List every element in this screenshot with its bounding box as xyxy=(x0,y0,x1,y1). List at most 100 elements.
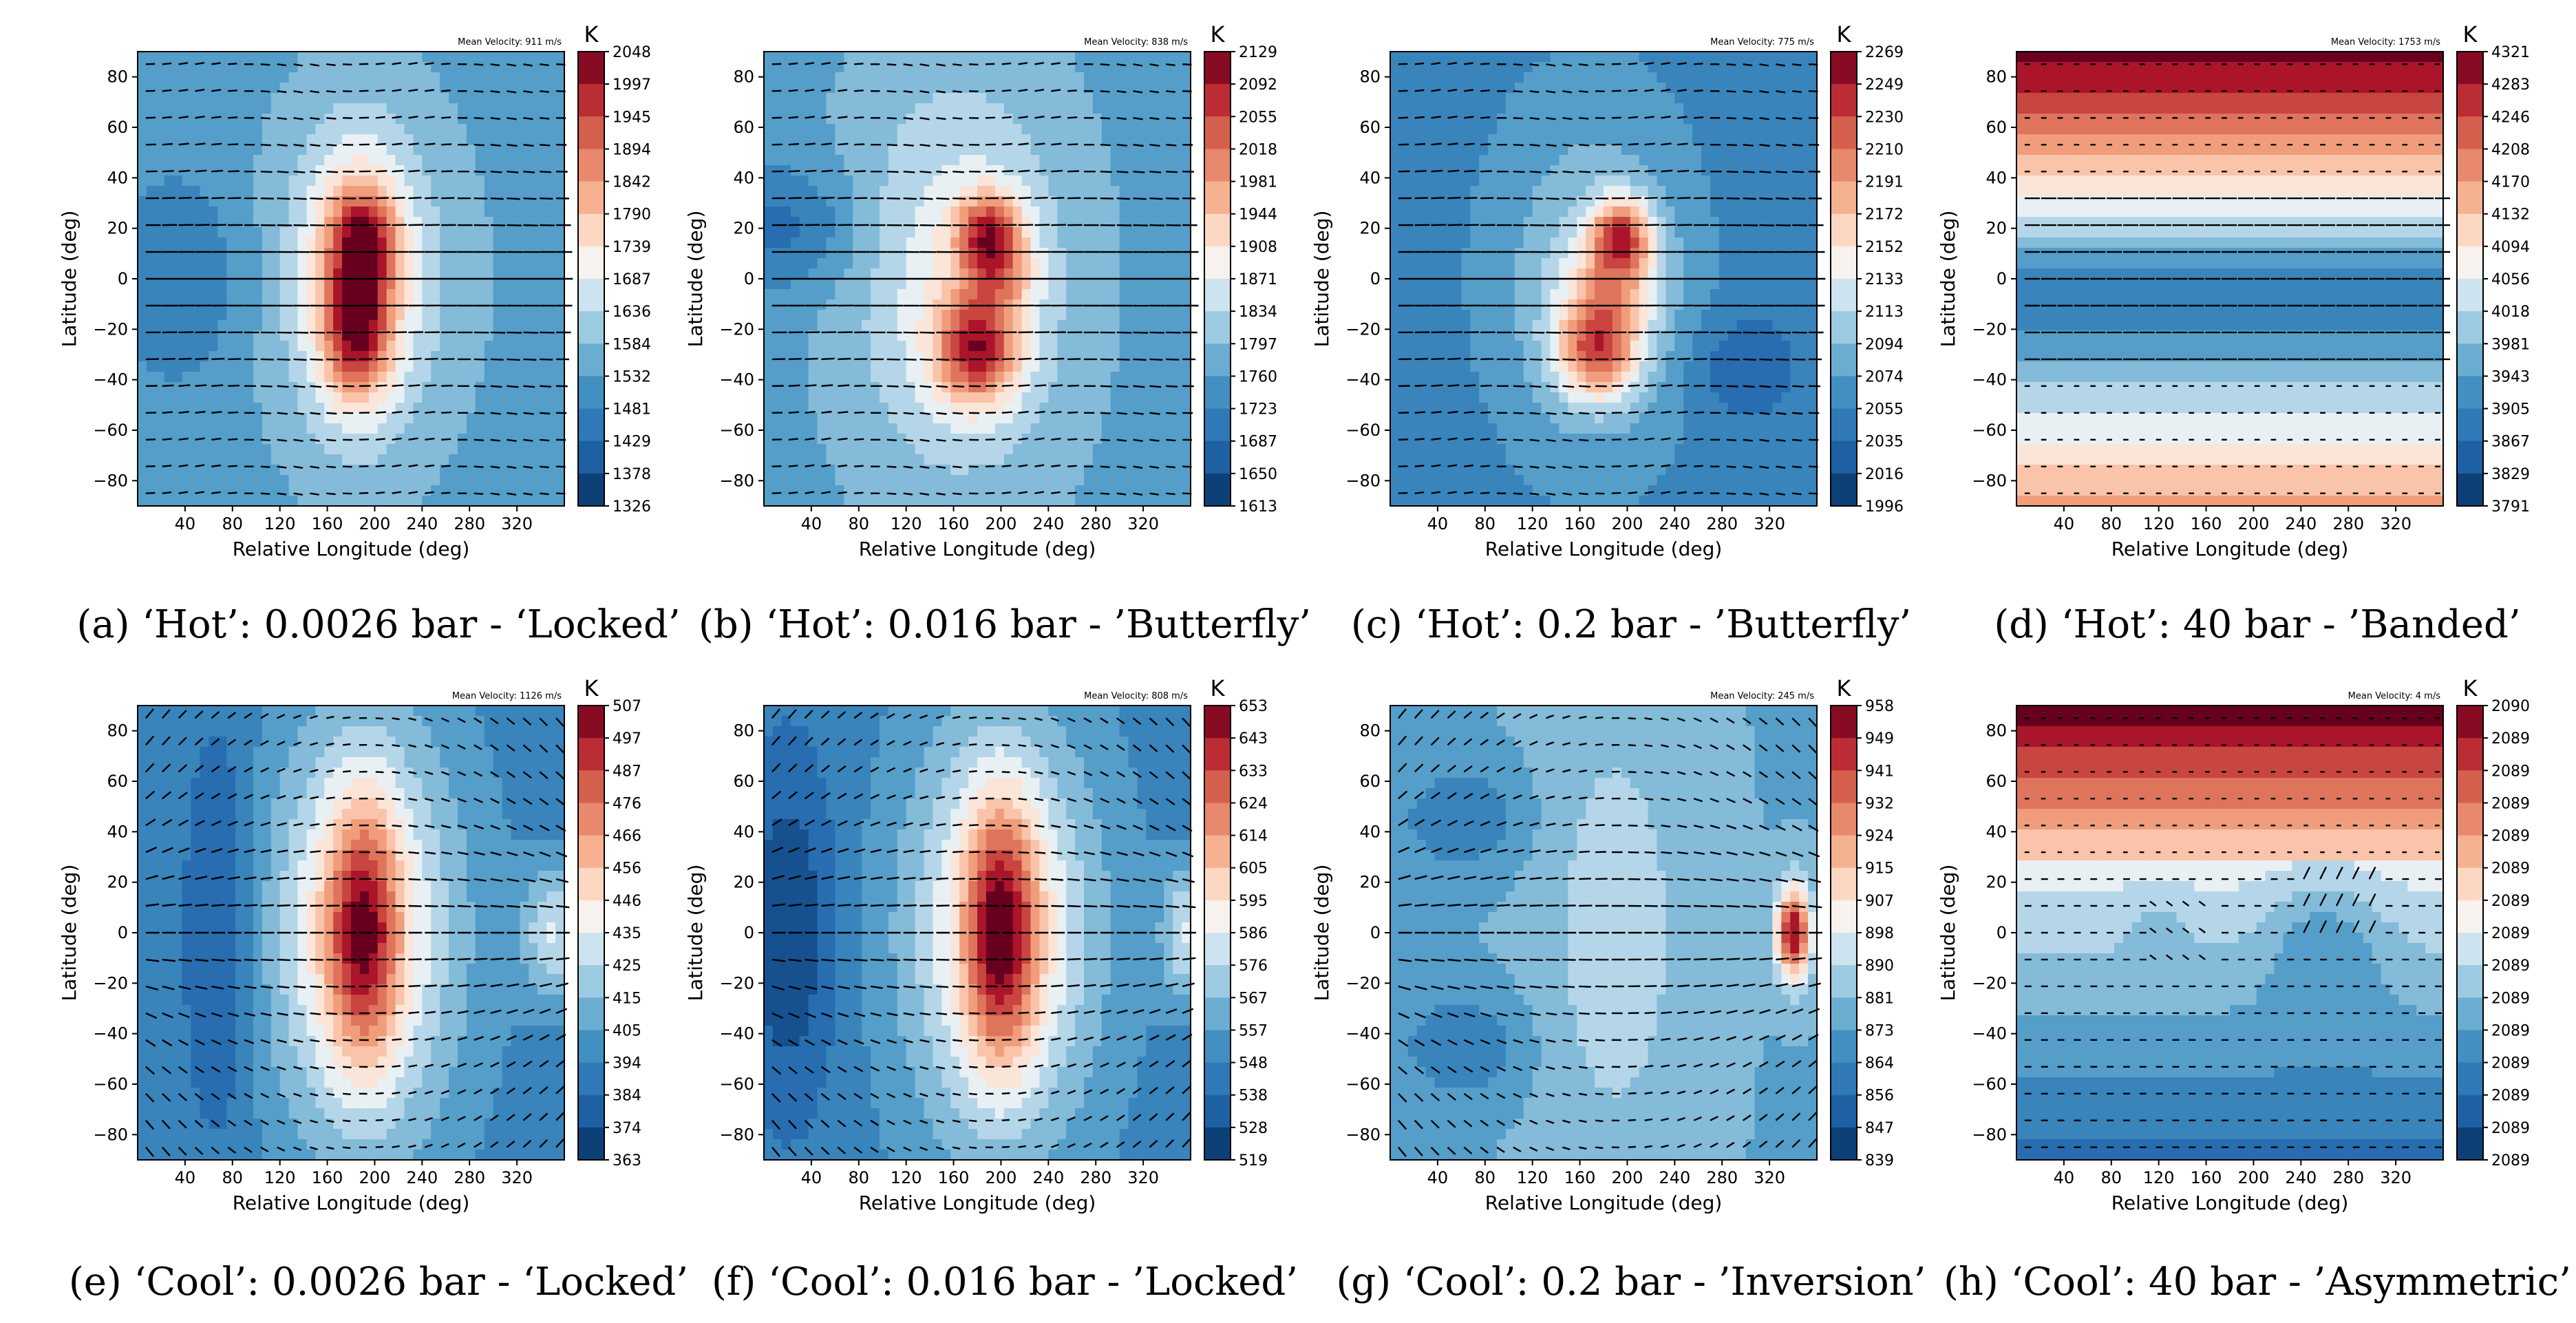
heat-cell xyxy=(520,382,529,393)
heat-cell xyxy=(772,351,783,362)
heat-cell xyxy=(1012,93,1023,104)
heat-cell xyxy=(306,155,316,166)
heat-cell xyxy=(1128,444,1138,455)
heat-cell xyxy=(1182,155,1191,166)
heat-cell xyxy=(182,279,192,290)
heat-cell xyxy=(844,237,853,248)
heat-cell xyxy=(1003,72,1014,83)
heat-cell xyxy=(1173,320,1182,331)
wind-arrow xyxy=(886,438,897,441)
heat-cell xyxy=(915,62,925,73)
heat-cell xyxy=(1048,320,1058,331)
heat-cell xyxy=(466,93,476,104)
heat-cell xyxy=(1164,434,1173,445)
heat-cell xyxy=(209,361,218,372)
heat-cell xyxy=(217,196,227,207)
heat-cell xyxy=(879,83,889,94)
heat-cell xyxy=(764,227,774,238)
heat-cell xyxy=(217,289,227,300)
heat-cell xyxy=(395,145,405,156)
heat-cell xyxy=(182,382,192,393)
heat-cell xyxy=(1146,475,1156,486)
heat-cell xyxy=(324,124,334,135)
heat-cell xyxy=(449,403,458,414)
wind-arrow xyxy=(788,411,799,414)
heat-cell xyxy=(977,465,987,476)
heat-cell xyxy=(449,413,458,424)
heat-cell xyxy=(844,423,853,434)
heat-cell xyxy=(449,83,458,94)
heat-cell xyxy=(1039,268,1049,279)
heat-cell xyxy=(959,93,969,104)
heat-cell xyxy=(853,155,862,166)
heat-cell xyxy=(386,289,396,300)
heat-cell xyxy=(915,176,925,187)
wind-vectors xyxy=(145,62,573,496)
y-tick-label: 20 xyxy=(107,219,128,238)
heat-cell xyxy=(772,114,783,125)
heat-cell xyxy=(377,413,387,424)
heat-cell xyxy=(164,134,174,145)
heat-cell xyxy=(342,93,352,104)
heat-cell xyxy=(888,454,898,465)
heat-cell xyxy=(235,145,245,156)
heat-cell xyxy=(297,403,308,414)
heat-cell xyxy=(1075,248,1085,259)
heat-cell xyxy=(764,83,774,94)
heat-cell xyxy=(977,434,987,445)
heat-cell xyxy=(191,124,201,135)
heat-cell xyxy=(1012,320,1023,331)
wind-arrow xyxy=(1034,437,1045,441)
heat-cell xyxy=(1092,351,1103,362)
heat-cell xyxy=(475,237,485,248)
heat-cell xyxy=(862,444,871,455)
heat-cell xyxy=(155,279,165,290)
heat-cell xyxy=(1110,52,1120,63)
heat-cell xyxy=(888,124,898,135)
heat-cell xyxy=(351,72,361,83)
heat-cell xyxy=(888,176,898,187)
heat-cell xyxy=(466,341,476,352)
heat-cell xyxy=(333,310,343,321)
heat-cell xyxy=(1048,289,1058,300)
heat-cell xyxy=(475,423,485,434)
heat-cell xyxy=(941,103,951,114)
heat-cell xyxy=(1155,93,1164,104)
heat-cell xyxy=(546,62,556,73)
heat-cell xyxy=(879,268,889,279)
heat-cell xyxy=(466,475,476,486)
heat-cell xyxy=(871,382,880,393)
heat-cell xyxy=(772,475,783,486)
heat-cell xyxy=(431,114,440,125)
heat-cell xyxy=(924,124,934,135)
heat-cell xyxy=(1137,72,1147,83)
heat-cell xyxy=(520,258,529,269)
heat-cell xyxy=(1101,475,1111,486)
heat-cell xyxy=(1048,176,1058,187)
heat-cell xyxy=(1110,413,1120,424)
heat-cell xyxy=(217,485,227,496)
heat-cell xyxy=(484,145,494,156)
heat-cell xyxy=(449,465,458,476)
heat-cell xyxy=(1048,83,1058,94)
heat-cell xyxy=(835,454,844,465)
heat-cell xyxy=(1110,289,1120,300)
heat-cell xyxy=(404,320,414,331)
heat-cell xyxy=(1021,248,1032,259)
heat-cell xyxy=(333,207,343,218)
heat-cell xyxy=(359,134,370,145)
heat-cell xyxy=(155,134,165,145)
wind-arrow xyxy=(788,491,798,494)
heat-cell xyxy=(431,475,440,486)
heat-cell xyxy=(924,320,934,331)
heat-cell xyxy=(200,444,209,455)
heat-cell xyxy=(781,454,791,465)
heat-cell xyxy=(182,217,192,228)
heat-cell xyxy=(138,361,147,372)
heat-cell xyxy=(440,83,449,94)
heat-cell xyxy=(1030,268,1041,279)
heat-cell xyxy=(808,320,818,331)
heat-cell xyxy=(764,114,774,125)
heat-cell xyxy=(342,361,352,372)
heat-cell xyxy=(986,475,996,486)
